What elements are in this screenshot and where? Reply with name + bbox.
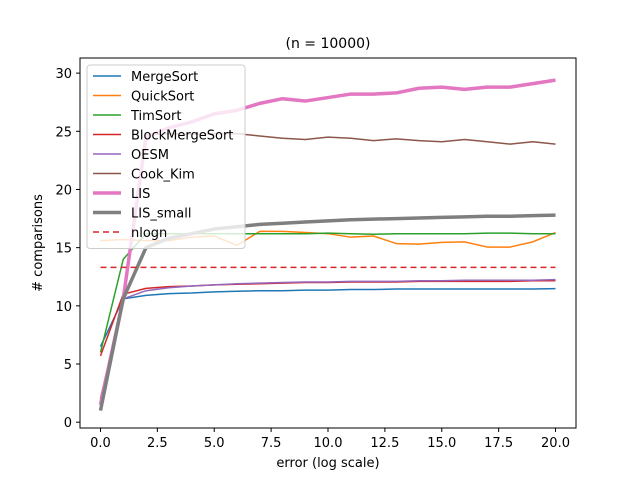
plot-frame: [79, 57, 577, 429]
legend-label-lis-small: LIS_small: [131, 207, 191, 222]
legend-label-nlogn: nlogn: [131, 226, 167, 241]
legend-label-quicksort: QuickSort: [131, 90, 194, 105]
y-tick-label: 15: [55, 242, 72, 257]
x-tick-label: 7.5: [261, 436, 282, 451]
y-axis-label: # comparisons: [31, 194, 46, 292]
x-tick-label: 10.0: [314, 436, 343, 451]
legend-label-blockmergesort: BlockMergeSort: [131, 129, 233, 144]
x-tick-label: 2.5: [147, 436, 168, 451]
x-tick-label: 15.0: [427, 436, 456, 451]
y-tick-label: 20: [55, 183, 72, 198]
x-tick-label: 12.5: [370, 436, 399, 451]
series-line-mergesort: [99, 287, 556, 347]
legend-label-oesm: OESM: [131, 148, 169, 163]
y-tick-label: 25: [55, 125, 72, 140]
series-line-oesm: [99, 278, 556, 400]
y-tick-label: 30: [55, 67, 72, 82]
legend-label-timsort: TimSort: [130, 109, 181, 124]
x-axis-label: error (log scale): [276, 456, 379, 471]
ticks-layer: 0.0 2.5 5.0 7.5 10.0 12.5 15.0 17.5 20.0 0 5 10 15 20…: [55, 67, 570, 451]
x-tick-label: 0.0: [90, 436, 111, 451]
y-tick-label: 0: [64, 416, 72, 431]
x-tick-label: 20.0: [541, 436, 570, 451]
legend-label-cook-kim: Cook_Kim: [131, 168, 195, 183]
chart-title: (n = 10000): [286, 36, 371, 52]
legend-label-mergesort: MergeSort: [131, 70, 198, 85]
legend-label-lis: LIS: [131, 187, 150, 202]
legend: MergeSort QuickSort TimSort BlockMergeSort O…: [86, 64, 246, 249]
y-tick-label: 5: [64, 358, 72, 373]
x-tick-label: 17.5: [484, 436, 513, 451]
y-tick-label: 10: [55, 300, 72, 315]
legend-box: [86, 64, 246, 249]
x-tick-label: 5.0: [204, 436, 225, 451]
